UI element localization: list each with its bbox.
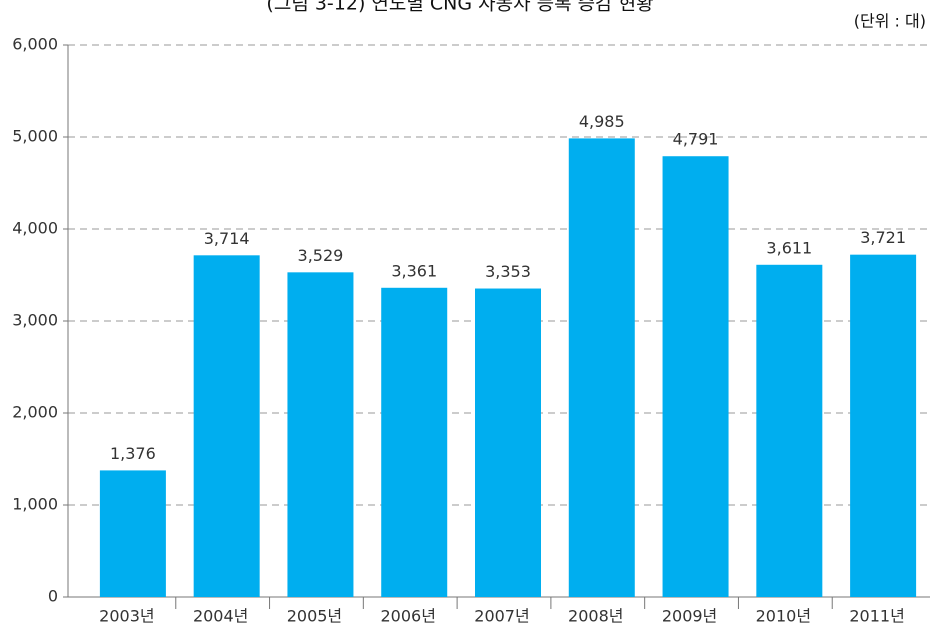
bar	[568, 138, 635, 597]
y-tick-label: 3,000	[12, 311, 58, 330]
bar	[193, 255, 260, 597]
x-tick-label: 2008년	[568, 607, 623, 626]
value-label: 3,361	[391, 261, 437, 280]
value-label: 3,353	[485, 262, 531, 281]
y-tick-label: 1,000	[12, 495, 58, 514]
x-tick-label: 2005년	[287, 607, 342, 626]
bar	[662, 156, 729, 597]
x-tick-label: 2009년	[662, 607, 717, 626]
value-label: 4,791	[673, 130, 719, 149]
chart-title: (그림 3-12) 연도별 CNG 자동차 등록 증감 현황	[266, 0, 653, 15]
x-tick-label: 2006년	[380, 607, 435, 626]
x-tick-label: 2003년	[99, 607, 154, 626]
bar	[475, 288, 541, 597]
value-label: 4,985	[579, 112, 625, 131]
value-label: 3,611	[766, 238, 812, 257]
unit-label: (단위 : 대)	[854, 12, 926, 31]
y-tick-label: 2,000	[12, 403, 58, 422]
x-tick-label: 2007년	[474, 607, 529, 626]
y-tick-label: 6,000	[12, 35, 58, 54]
bar	[99, 470, 166, 597]
bar	[756, 264, 823, 597]
bar	[287, 272, 354, 597]
y-tick-label: 5,000	[12, 127, 58, 146]
bar	[381, 287, 448, 597]
y-tick-label: 4,000	[12, 219, 58, 238]
value-label: 3,721	[860, 228, 906, 247]
y-tick-label: 0	[48, 587, 58, 606]
x-tick-label: 2011년	[849, 607, 904, 626]
value-label: 1,376	[110, 444, 156, 463]
value-label: 3,714	[204, 229, 250, 248]
x-tick-label: 2004년	[193, 607, 248, 626]
bar	[850, 254, 917, 597]
value-label: 3,529	[298, 246, 344, 265]
x-tick-label: 2010년	[756, 607, 811, 626]
